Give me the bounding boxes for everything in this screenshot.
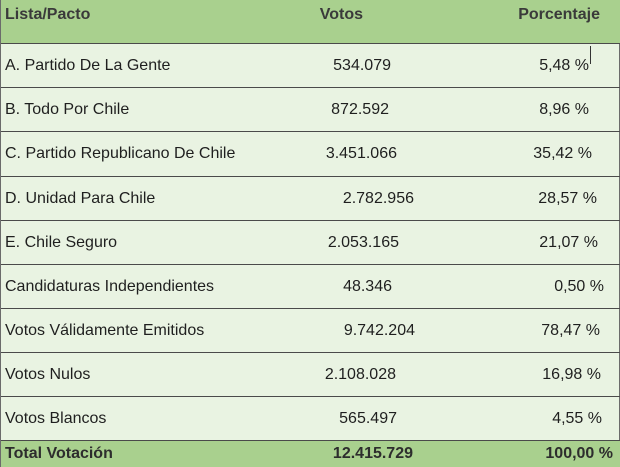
row-pct: 8,96 % (471, 88, 589, 131)
row-votes: 2.108.028 (251, 353, 396, 396)
row-votes: 2.782.956 (251, 177, 414, 220)
row-votes: 534.079 (251, 44, 391, 87)
row-pct: 28,57 % (471, 177, 597, 220)
table-row: C. Partido Republicano De Chile 3.451.06… (1, 132, 620, 177)
row-votes: 872.592 (251, 88, 389, 131)
table-row: Votos Blancos 565.497 4,55 % (1, 397, 620, 441)
row-votes: 3.451.066 (251, 132, 397, 176)
row-votes: 565.497 (251, 397, 397, 440)
total-votes: 12.415.729 (251, 441, 413, 467)
row-pct: 5,48 % (471, 44, 589, 87)
row-votes: 2.053.165 (251, 221, 399, 264)
row-votes: 9.742.204 (251, 309, 415, 352)
table-row: E. Chile Seguro 2.053.165 21,07 % (1, 221, 620, 265)
text-cursor (590, 46, 591, 64)
row-votes: 48.346 (251, 265, 392, 308)
row-pct: 78,47 % (471, 309, 600, 352)
header-porcentaje: Porcentaje (471, 0, 600, 43)
table-total-row: Total Votación 12.415.729 100,00 % (1, 441, 620, 467)
row-pct: 16,98 % (471, 353, 601, 396)
row-pct: 0,50 % (471, 265, 604, 308)
table-row: Votos Válidamente Emitidos 9.742.204 78,… (1, 309, 620, 353)
row-pct: 21,07 % (471, 221, 598, 264)
table-row: Candidaturas Independientes 48.346 0,50 … (1, 265, 620, 309)
row-pct: 4,55 % (471, 397, 602, 440)
row-pct: 35,42 % (471, 132, 592, 176)
total-pct: 100,00 % (471, 441, 613, 467)
table-row: D. Unidad Para Chile 2.782.956 28,57 % (1, 177, 620, 221)
header-votos: Votos (251, 0, 363, 43)
table-header-row: Lista/Pacto Votos Porcentaje (1, 0, 620, 44)
table-row: Votos Nulos 2.108.028 16,98 % (1, 353, 620, 397)
table-row: B. Todo Por Chile 872.592 8,96 % (1, 88, 620, 132)
table-row: A. Partido De La Gente 534.079 5,48 % (1, 44, 620, 88)
